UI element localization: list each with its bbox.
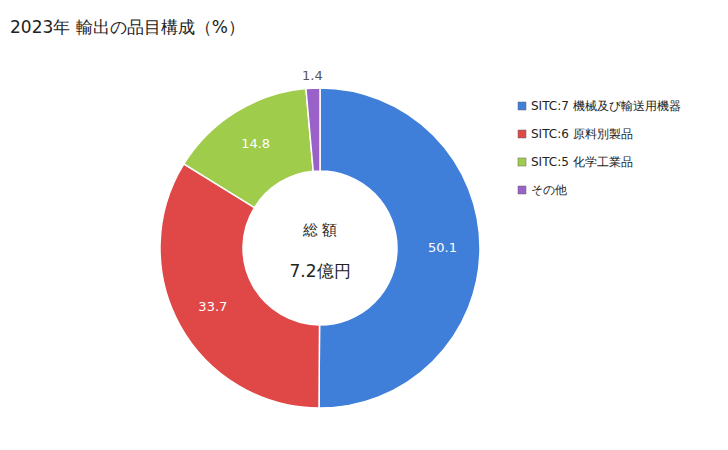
legend-label: SITC:6 原料別製品 [531,127,633,141]
legend-swatch [518,158,526,166]
slice [306,88,320,171]
data-labels: 50.1 33.7 14.8 1.4 [198,68,457,314]
center-annotation: 総 額 [302,221,338,239]
legend-swatch [518,102,526,110]
slice [184,89,313,208]
chart-root: 2023年 輸出の品目構成（%） 50.1 33.7 14.8 1.4 総 額 7.2億円 S… [0,0,728,450]
legend-swatch [518,186,526,194]
legend-label: SITC:5 化学工業品 [531,155,633,169]
data-label: 1.4 [302,68,323,83]
center-annotation: 7.2億円 [289,261,350,281]
data-label: 14.8 [241,136,270,151]
legend-swatch [518,130,526,138]
data-label: 50.1 [428,240,457,255]
slice [319,88,480,408]
legend-label: SITC:7 機械及び輸送用機器 [531,99,681,113]
legend-label: その他 [531,183,567,197]
slices [160,88,480,408]
data-label: 33.7 [198,299,227,314]
slice [160,164,320,408]
legend: SITC:7 機械及び輸送用機器 SITC:6 原料別製品 SITC:5 化学工業品… [518,99,681,197]
title: 2023年 輸出の品目構成（%） [10,17,245,37]
